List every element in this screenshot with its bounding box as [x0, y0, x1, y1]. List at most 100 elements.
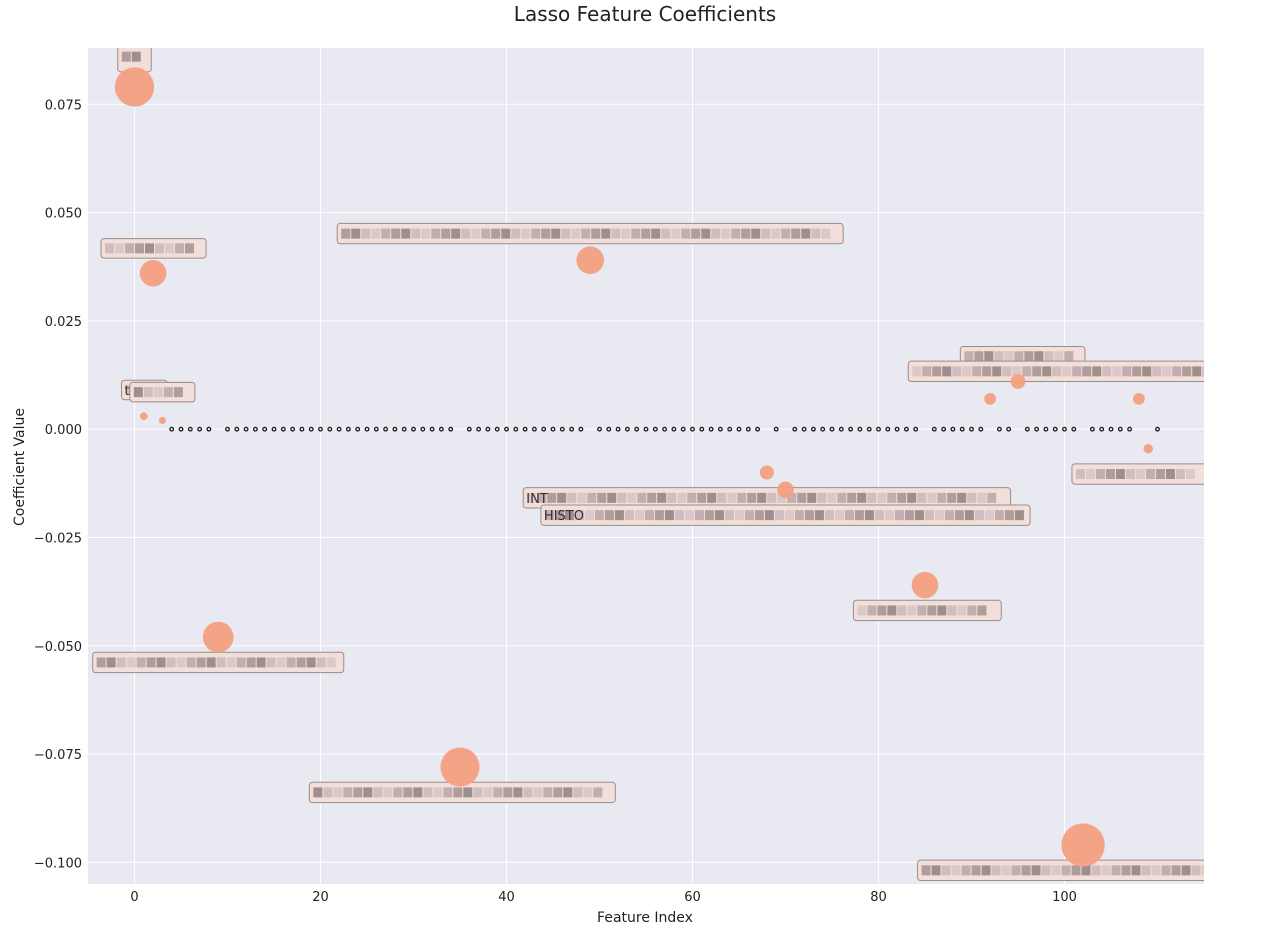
obscured-text-block [1105, 469, 1115, 480]
obscured-text-block [131, 51, 141, 62]
obscured-text-block [804, 510, 814, 521]
zero-coefficient-point [327, 426, 333, 432]
zero-coefficient-point [838, 426, 844, 432]
obscured-text-block [391, 228, 401, 239]
obscured-text-block [403, 787, 413, 798]
obscured-text-block [473, 787, 483, 798]
zero-coefficient-point [969, 426, 974, 432]
nonzero-coefficient-point [114, 67, 155, 107]
obscured-text-block [854, 510, 864, 521]
obscured-text-block [1014, 351, 1024, 362]
obscured-text-block [1162, 366, 1172, 377]
obscured-text-block [727, 492, 737, 503]
obscured-text-block [741, 228, 751, 239]
plot-area [88, 48, 1204, 884]
obscured-text-block [821, 228, 831, 239]
obscured-text-block [597, 492, 607, 503]
zero-coefficient-point [355, 426, 361, 432]
zero-coefficient-point [1089, 426, 1095, 432]
zero-coefficient-point [857, 426, 863, 432]
obscured-text-block [451, 228, 461, 239]
zero-coefficient-point [550, 426, 556, 432]
zero-coefficient-point [234, 426, 240, 432]
zero-coefficient-point [996, 426, 1002, 432]
obscured-text-block [411, 228, 421, 239]
zero-coefficient-point [411, 426, 416, 432]
obscured-text-block [784, 510, 794, 521]
nonzero-coefficient-point [1010, 374, 1026, 389]
zero-coefficient-point [1034, 426, 1040, 432]
zero-coefficient-point [318, 426, 323, 432]
y-tick-label: 0.025 [45, 315, 82, 330]
zero-coefficient-point [931, 426, 937, 432]
obscured-text-block [834, 510, 844, 521]
zero-coefficient-point [885, 426, 891, 432]
y-tick-label: −0.075 [34, 748, 82, 763]
obscured-text-block [611, 228, 621, 239]
obscured-text-block [121, 51, 131, 62]
obscured-text-block [1111, 865, 1121, 876]
obscured-text-block [571, 228, 581, 239]
nonzero-coefficient-point [984, 393, 996, 405]
obscured-text-block [105, 243, 115, 254]
obscured-text-block [917, 492, 927, 503]
x-axis-ticks: 0 20 40 60 80 100 [130, 890, 1077, 905]
obscured-text-block [874, 510, 884, 521]
obscured-text-block [797, 492, 807, 503]
annotation-box [852, 599, 1002, 622]
obscured-text-block [563, 787, 573, 798]
obscured-text-block [173, 387, 183, 398]
obscured-text-block [931, 865, 941, 876]
obscured-text-block [286, 657, 296, 668]
obscured-text-block [371, 228, 381, 239]
obscured-text-block [767, 492, 777, 503]
obscured-text-block [1034, 351, 1044, 362]
obscured-text-block [153, 387, 163, 398]
obscured-text-block [351, 228, 361, 239]
obscured-text-block [306, 657, 316, 668]
obscured-text-block [133, 387, 143, 398]
x-tick-label: 80 [870, 890, 887, 905]
obscured-text-block [1141, 865, 1151, 876]
obscured-text-block [684, 510, 694, 521]
zero-coefficient-point [1006, 426, 1012, 432]
annotation-label: HISTO [544, 509, 584, 524]
nonzero-coefficient-point [1143, 443, 1153, 454]
zero-coefficient-point [494, 426, 500, 432]
obscured-text-block [266, 657, 276, 668]
obscured-text-block [677, 492, 687, 503]
zero-coefficient-point [504, 426, 509, 432]
nonzero-coefficient-point [1133, 393, 1145, 405]
zero-coefficient-point [792, 426, 798, 432]
zero-coefficient-point [913, 426, 919, 432]
obscured-text-block [421, 228, 431, 239]
obscured-text-block [954, 510, 964, 521]
obscured-text-block [1024, 351, 1034, 362]
x-tick-label: 60 [684, 890, 701, 905]
zero-coefficient-point [959, 426, 965, 432]
obscured-text-block [912, 366, 922, 377]
zero-coefficient-point [169, 426, 175, 432]
obscured-text-block [731, 228, 741, 239]
obscured-text-block [1165, 469, 1175, 480]
obscured-text-block [1135, 469, 1145, 480]
obscured-text-block [867, 492, 877, 503]
zero-coefficient-point [1127, 426, 1133, 432]
obscured-text-block [957, 492, 967, 503]
obscured-text-block [541, 228, 551, 239]
obscured-text-block [1171, 865, 1181, 876]
zero-coefficient-point [662, 426, 668, 432]
obscured-text-block [523, 787, 533, 798]
obscured-text-block [1155, 469, 1165, 480]
zero-coefficient-point [903, 426, 909, 432]
zero-coefficient-point [1099, 426, 1105, 432]
obscured-text-block [941, 865, 951, 876]
obscured-text-block [751, 228, 761, 239]
obscured-text-block [1054, 351, 1064, 362]
obscured-text-block [1115, 469, 1125, 480]
obscured-text-block [844, 510, 854, 521]
zero-coefficient-point [206, 426, 212, 432]
nonzero-coefficient-point [202, 621, 234, 653]
obscured-text-block [711, 228, 721, 239]
obscured-text-block [1102, 366, 1112, 377]
